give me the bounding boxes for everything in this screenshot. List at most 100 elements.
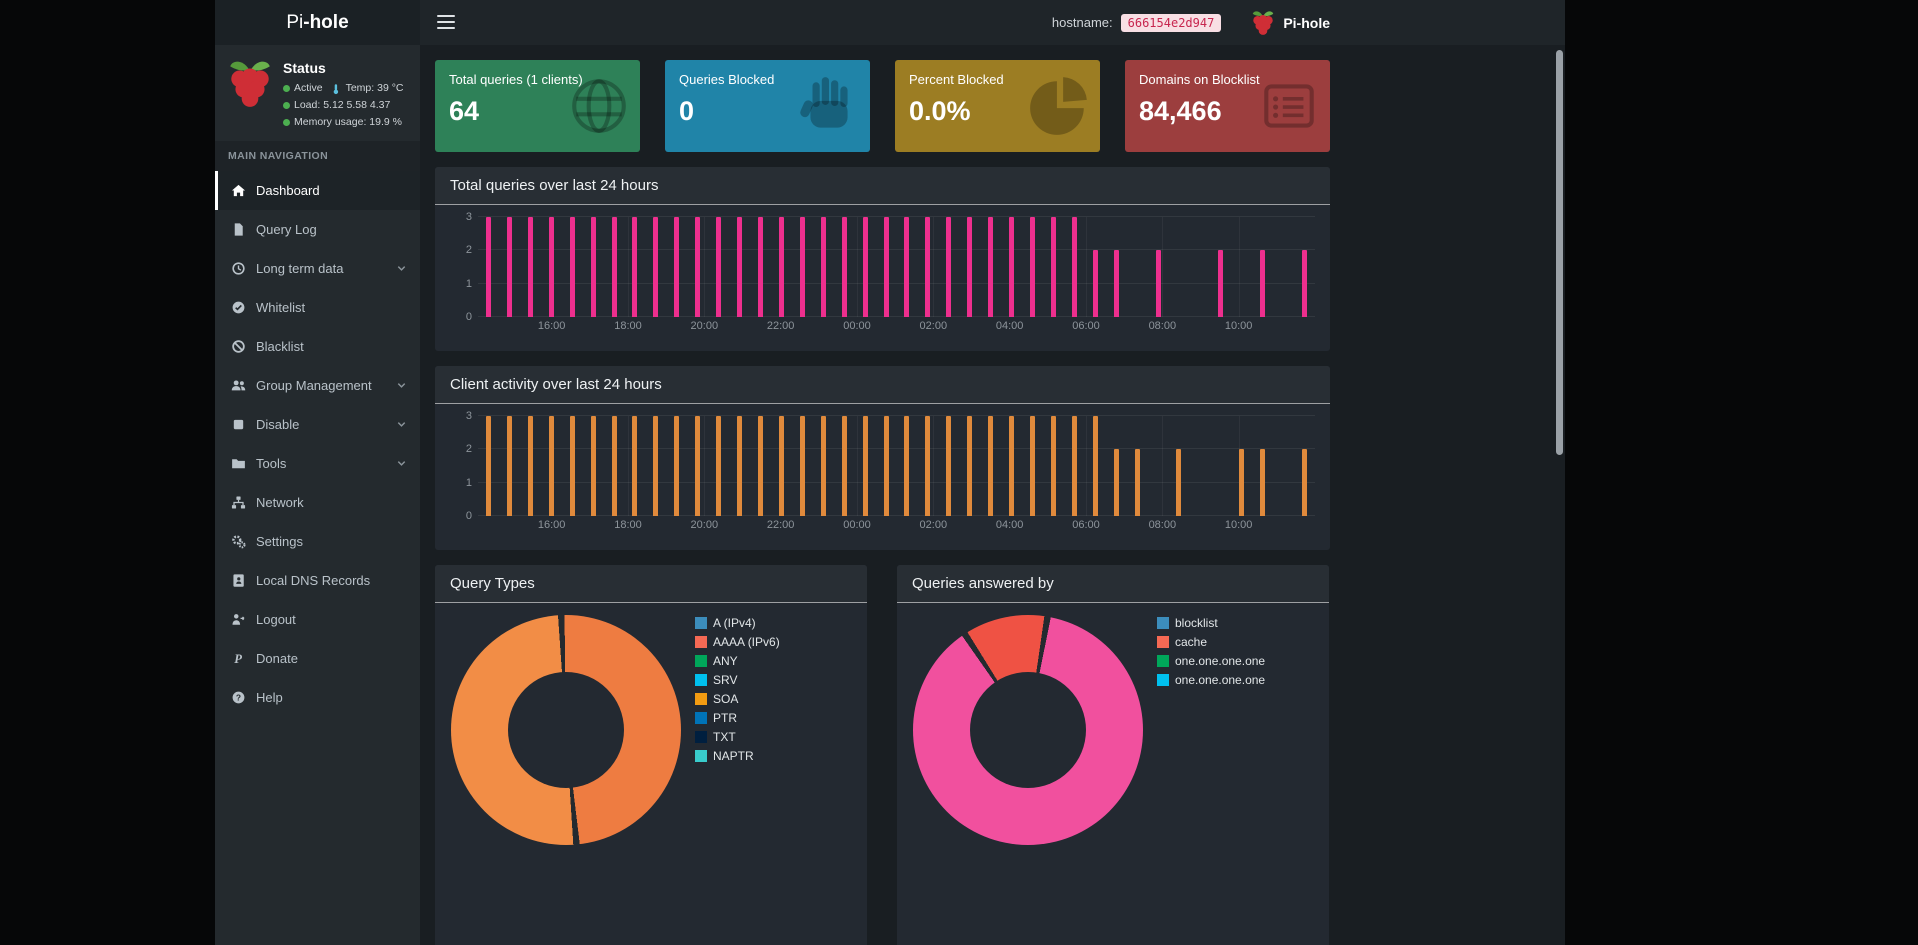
legend-item[interactable]: SOA: [695, 692, 780, 706]
svg-text:?: ?: [236, 692, 241, 702]
legend-item[interactable]: one.one.one.one: [1157, 673, 1265, 687]
chart-bar: [737, 416, 743, 516]
legend-label: ANY: [713, 654, 738, 668]
legend-item[interactable]: cache: [1157, 635, 1265, 649]
card-title: Percent Blocked: [909, 72, 1004, 87]
legend-label: A (IPv4): [713, 616, 756, 630]
network-icon: [231, 496, 246, 509]
donut-chart[interactable]: [913, 615, 1143, 845]
pie-chart-icon: [1030, 77, 1087, 135]
sidebar-item-label: Donate: [256, 650, 298, 666]
chart-bar: [674, 217, 680, 317]
sidebar-item-dashboard[interactable]: Dashboard: [215, 170, 420, 210]
chart-bar: [716, 416, 722, 516]
sidebar-item-label: Group Management: [256, 377, 372, 393]
sidebar-item-label: Blacklist: [256, 338, 304, 354]
sidebar-item-whitelist[interactable]: Whitelist: [215, 288, 420, 327]
chart-bar: [820, 416, 826, 516]
sidebar-item-network[interactable]: Network: [215, 483, 420, 522]
chart-bar: [1050, 416, 1056, 516]
status-memory: Memory usage: 19.9 %: [294, 115, 402, 128]
legend-swatch: [1157, 674, 1169, 686]
question-circle-icon: ?: [232, 691, 245, 704]
chart-bar: [1134, 449, 1140, 516]
panel-title: Client activity over last 24 hours: [435, 366, 1330, 404]
summary-cards: Total queries (1 clients) 64 Queries Blo…: [435, 60, 1330, 152]
chart-bar: [1092, 416, 1098, 516]
hamburger-icon[interactable]: [437, 15, 455, 29]
sidebar-item-label: Tools: [256, 455, 287, 471]
legend-item[interactable]: blocklist: [1157, 616, 1265, 630]
chart-bar: [611, 217, 617, 317]
hostname-label: hostname:: [1051, 15, 1113, 30]
chart-bar: [1071, 217, 1077, 317]
sidebar-item-disable[interactable]: Disable: [215, 405, 420, 444]
query-types-chart[interactable]: [447, 615, 681, 845]
app-logo[interactable]: Pi -hole: [215, 0, 420, 45]
donut-hole: [508, 672, 624, 788]
sidebar-item-long-term-data[interactable]: Long term data: [215, 249, 420, 288]
legend-item[interactable]: PTR: [695, 711, 780, 725]
legend-swatch: [695, 655, 707, 667]
address-book-icon: [233, 574, 244, 587]
pihole-home-link[interactable]: Pi-hole: [1251, 9, 1330, 36]
clock-icon: [232, 262, 245, 275]
chart-bar: [632, 416, 638, 516]
check-circle-icon: [232, 301, 245, 314]
panel-total-queries: Total queries over last 24 hours 0 1 2 3 16:…: [435, 167, 1330, 351]
legend-swatch: [695, 712, 707, 724]
sidebar-item-donate[interactable]: P Donate: [215, 639, 420, 678]
chart-bar: [548, 217, 554, 317]
sign-out-icon: [232, 613, 245, 625]
chart-bar: [841, 217, 847, 317]
navbar-right: hostname: 666154e2d947 Pi-hole: [1052, 0, 1330, 45]
status-active: Active: [294, 82, 323, 95]
sidebar-item-logout[interactable]: Logout: [215, 600, 420, 639]
chart-bar: [485, 416, 491, 516]
sidebar-item-help[interactable]: ? Help: [215, 678, 420, 717]
navbar-brand-right: Pi-hole: [1283, 14, 1330, 31]
card-value: 0: [679, 96, 695, 126]
legend-swatch: [1157, 636, 1169, 648]
thermometer-icon: [333, 83, 338, 94]
sidebar-item-local-dns-records[interactable]: Local DNS Records: [215, 561, 420, 600]
sidebar-item-group-management[interactable]: Group Management: [215, 366, 420, 405]
chart-bar: [904, 217, 910, 317]
legend-item[interactable]: SRV: [695, 673, 780, 687]
sidebar-item-settings[interactable]: Settings: [215, 522, 420, 561]
sidebar-item-query-log[interactable]: Query Log: [215, 210, 420, 249]
folder-icon: [232, 458, 245, 468]
legend-label: NAPTR: [713, 749, 754, 763]
legend-item[interactable]: AAAA (IPv6): [695, 635, 780, 649]
sidebar-item-tools[interactable]: Tools: [215, 444, 420, 483]
chart-bar: [988, 217, 994, 317]
legend-item[interactable]: one.one.one.one: [1157, 654, 1265, 668]
legend-item[interactable]: ANY: [695, 654, 780, 668]
chart-bar: [506, 217, 512, 317]
bar-chart-plot[interactable]: 0 1 2 3 16:00 18:00 20:00 22:00 00:00 02:00 04:00 0…: [466, 211, 1315, 332]
donut-chart[interactable]: [451, 615, 681, 845]
total-queries-chart[interactable]: 0 1 2 3 16:00 18:00 20:00 22:00 00:00 02:00 04:00 0…: [450, 211, 1315, 332]
legend-item[interactable]: NAPTR: [695, 749, 780, 763]
legend-item[interactable]: TXT: [695, 730, 780, 744]
chart-bar: [1302, 250, 1308, 317]
chart-bar: [967, 416, 973, 516]
sidebar-item-blacklist[interactable]: Blacklist: [215, 327, 420, 366]
bar-chart-plot[interactable]: 0 1 2 3 16:00 18:00 20:00 22:00 00:00 02:00 04:00 0…: [466, 410, 1315, 531]
client-activity-chart[interactable]: 0 1 2 3 16:00 18:00 20:00 22:00 00:00 02:00 04:00 0…: [450, 410, 1315, 531]
scrollbar-thumb[interactable]: [1556, 50, 1563, 455]
hand-block-icon: [800, 77, 848, 128]
chart-bar: [778, 217, 784, 317]
legend-item[interactable]: A (IPv4): [695, 616, 780, 630]
chart-bar: [967, 217, 973, 317]
chart-bar: [1302, 449, 1308, 516]
file-icon: [234, 223, 243, 236]
chart-bar: [653, 217, 659, 317]
sidebar-item-label: Dashboard: [256, 182, 320, 198]
chart-bar: [1113, 449, 1119, 516]
status-panel: Status Active Temp: 39 °C Load: 5.12 5.5…: [215, 45, 420, 141]
svg-text:P: P: [234, 652, 242, 666]
queries-answered-chart[interactable]: [909, 615, 1143, 845]
chart-bar: [632, 217, 638, 317]
chart-bar: [1218, 250, 1224, 317]
